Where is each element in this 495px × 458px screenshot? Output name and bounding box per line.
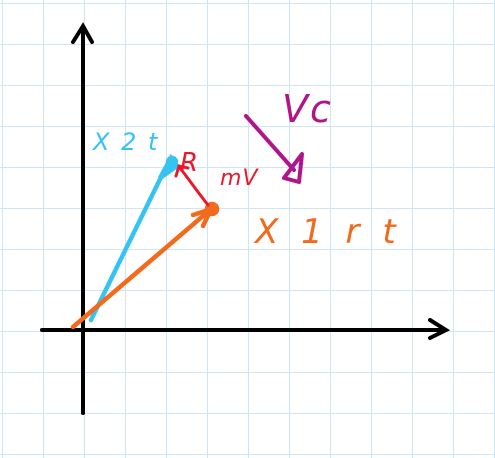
- x1-label: X 1 r t: [255, 215, 402, 249]
- x2-vector: [91, 158, 177, 320]
- vc-label: Vc: [282, 90, 333, 128]
- mv-label: mV: [220, 168, 258, 190]
- x1-vector: [73, 204, 217, 327]
- r-label: R: [180, 150, 198, 176]
- x2-label: X 2 t: [93, 130, 159, 154]
